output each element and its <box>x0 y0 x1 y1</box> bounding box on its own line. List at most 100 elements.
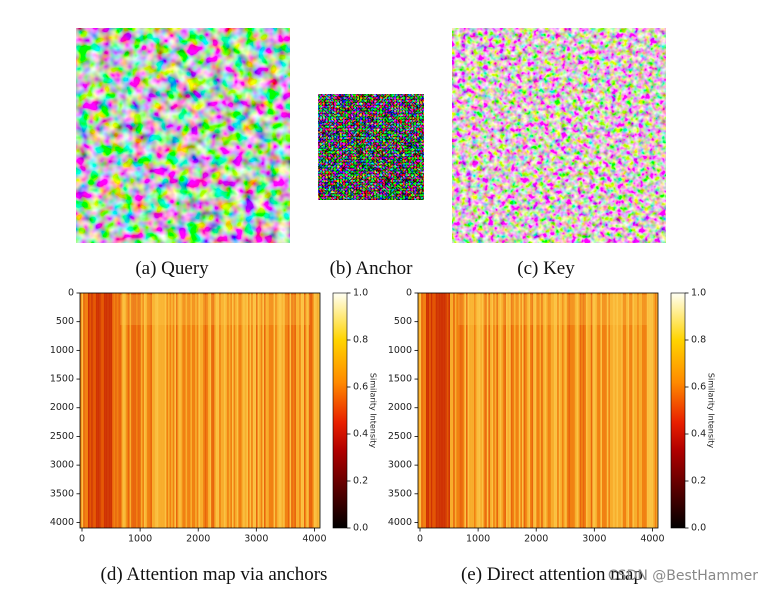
heatmap-stripe <box>313 293 316 528</box>
heatmap-stripe <box>523 293 526 528</box>
heatmap-stripe <box>224 293 226 528</box>
heatmap-stripe <box>110 293 112 528</box>
x-tick-label: 0 <box>417 534 423 545</box>
heatmap-stripe <box>307 293 309 528</box>
heatmap-stripe <box>640 293 642 528</box>
heatmap-stripe <box>240 293 242 528</box>
heatmap-stripe <box>132 293 135 528</box>
heatmap-stripe <box>184 293 186 528</box>
heatmap-stripe <box>619 293 622 528</box>
heatmap-stripe <box>477 293 479 528</box>
heatmap-stripe <box>419 293 422 528</box>
heatmap-stripe <box>88 293 90 528</box>
caption: (c) Key <box>517 258 575 279</box>
heatmap-stripe <box>123 293 125 528</box>
heatmap-stripe <box>150 293 152 528</box>
heatmap-stripe <box>434 293 436 528</box>
x-tick-label: 1000 <box>128 534 152 545</box>
heatmap-stripe <box>525 293 527 528</box>
heatmap-stripe <box>635 293 638 528</box>
heatmap-stripe <box>297 293 300 528</box>
colorbar-tick-label: 0.2 <box>691 476 706 487</box>
heatmap-stripe <box>512 293 514 528</box>
heatmap-stripe <box>536 293 538 528</box>
heatmap-stripe <box>254 293 256 528</box>
heatmap-stripe <box>216 293 218 528</box>
caption: (e) Direct attention map <box>461 564 643 585</box>
heatmap-stripe <box>565 293 567 528</box>
heatmap-stripe <box>590 293 593 528</box>
heatmap-stripe <box>91 293 93 528</box>
heatmap-stripe <box>203 293 205 528</box>
heatmap-stripe <box>544 293 546 528</box>
heatmap-stripe <box>273 293 276 528</box>
heatmap-stripe <box>121 293 124 528</box>
heatmap-stripe <box>533 293 535 528</box>
heatmap-stripe <box>243 293 245 528</box>
heatmap-stripe <box>284 293 287 528</box>
y-tick-label: 1500 <box>50 374 74 385</box>
heatmap-stripe <box>555 293 558 528</box>
heatmap-stripe <box>475 293 478 528</box>
heatmap-stripe <box>448 293 450 528</box>
heatmap-stripe <box>163 293 165 528</box>
heatmap-stripe <box>246 293 248 528</box>
heatmap-stripe <box>153 293 156 528</box>
heatmap-stripe <box>188 293 191 528</box>
heatmap-stripe <box>308 293 311 528</box>
heatmap-stripe <box>134 293 136 528</box>
heatmap-stripe <box>142 293 144 528</box>
heatmap-stripe <box>140 293 143 528</box>
heatmap-stripe <box>458 293 460 528</box>
heatmap-stripe <box>432 293 434 528</box>
heatmap-band <box>120 295 310 325</box>
heatmap-stripe <box>155 293 157 528</box>
heatmap-stripe <box>528 293 530 528</box>
y-tick-label: 4000 <box>50 517 74 528</box>
heatmap-stripe <box>108 293 111 528</box>
heatmap-stripe <box>549 293 551 528</box>
heatmap-stripe <box>552 293 554 528</box>
colorbar-tick-label: 0.6 <box>353 382 368 393</box>
heatmap-stripe <box>299 293 301 528</box>
heatmap-stripe <box>174 293 176 528</box>
heatmap-stripe <box>506 293 508 528</box>
heatmap-stripe <box>264 293 266 528</box>
heatmap-stripe <box>232 293 234 528</box>
heatmap-stripe <box>592 293 594 528</box>
heatmap-stripe <box>496 293 498 528</box>
heatmap-stripe <box>129 293 132 528</box>
heatmap-stripe <box>418 293 420 528</box>
heatmap-stripe <box>610 293 612 528</box>
heatmap-stripe <box>156 293 159 528</box>
heatmap-stripe <box>600 293 602 528</box>
heatmap-stripe <box>571 293 574 528</box>
heatmap-stripe <box>429 293 431 528</box>
x-tick-label: 2000 <box>186 534 210 545</box>
heatmap-stripe <box>611 293 614 528</box>
heatmap-stripe <box>147 293 149 528</box>
heatmap-stripe <box>208 293 210 528</box>
heatmap-stripe <box>195 293 197 528</box>
heatmap-stripe <box>161 293 164 528</box>
watermark: CSDN @BestHammer <box>608 568 758 584</box>
heatmap-stripe <box>507 293 510 528</box>
heatmap-stripe <box>272 293 274 528</box>
heatmap-stripe <box>542 293 545 528</box>
heatmap-stripe <box>116 293 119 528</box>
caption: (d) Attention map via anchors <box>101 564 328 585</box>
heatmap-stripe <box>268 293 271 528</box>
heatmap-stripe <box>486 293 489 528</box>
heatmap-stripe <box>626 293 628 528</box>
heatmap-stripe <box>581 293 583 528</box>
heatmap-stripe <box>443 293 446 528</box>
colorbar-tick-label: 0.6 <box>691 382 706 393</box>
heatmap-stripe <box>422 293 425 528</box>
y-tick-label: 2500 <box>388 431 412 442</box>
anchor-image <box>318 94 424 200</box>
heatmap-stripe <box>107 293 109 528</box>
heatmap-stripe <box>482 293 484 528</box>
colorbar-tick-label: 0.2 <box>353 476 368 487</box>
heatmap-stripe <box>587 293 590 528</box>
heatmap-stripe <box>190 293 192 528</box>
